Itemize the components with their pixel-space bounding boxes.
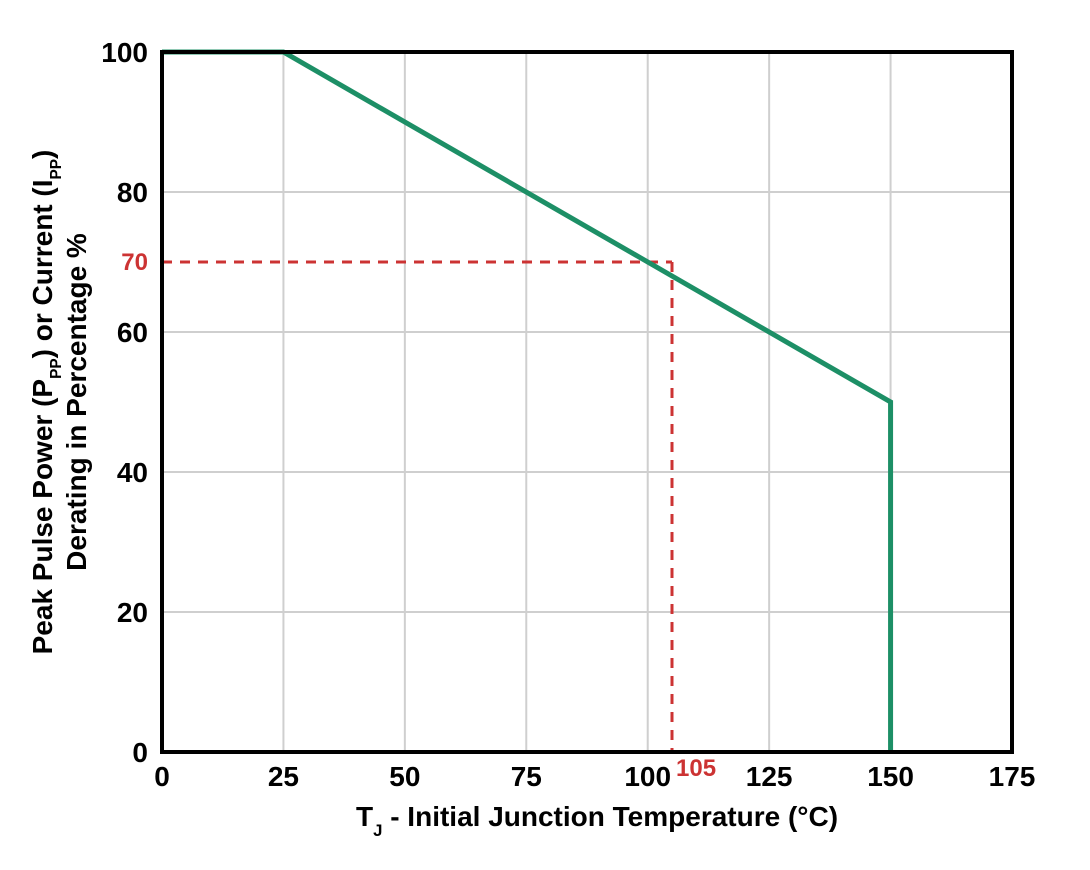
y-axis-label-line2: Derating in Percentage % [61, 233, 92, 571]
x-tick-label: 50 [389, 761, 420, 792]
y-tick-label: 80 [117, 177, 148, 208]
x-tick-label: 75 [511, 761, 542, 792]
ref-x-label: 105 [676, 755, 716, 782]
y-axis-label-line1: Peak Pulse Power (PPP) or Current (IPP) [27, 150, 65, 655]
y-tick-label: 60 [117, 317, 148, 348]
plot-background [162, 52, 1012, 752]
y-tick-label: 40 [117, 457, 148, 488]
x-axis-label: TJ - Initial Junction Temperature (°C) [356, 801, 838, 840]
y-tick-label: 100 [101, 37, 148, 68]
derating-chart: 0 25 50 75 100 125 150 175 0 20 40 60 80 100 70 105 T… [0, 0, 1090, 865]
x-tick-label: 100 [624, 761, 671, 792]
x-tick-label: 25 [268, 761, 299, 792]
y-tick-label: 0 [132, 737, 148, 768]
x-tick-label: 0 [154, 761, 170, 792]
y-tick-label: 20 [117, 597, 148, 628]
x-tick-label: 125 [746, 761, 793, 792]
x-tick-label: 175 [989, 761, 1036, 792]
x-tick-label: 150 [867, 761, 914, 792]
ref-y-label: 70 [121, 249, 148, 276]
